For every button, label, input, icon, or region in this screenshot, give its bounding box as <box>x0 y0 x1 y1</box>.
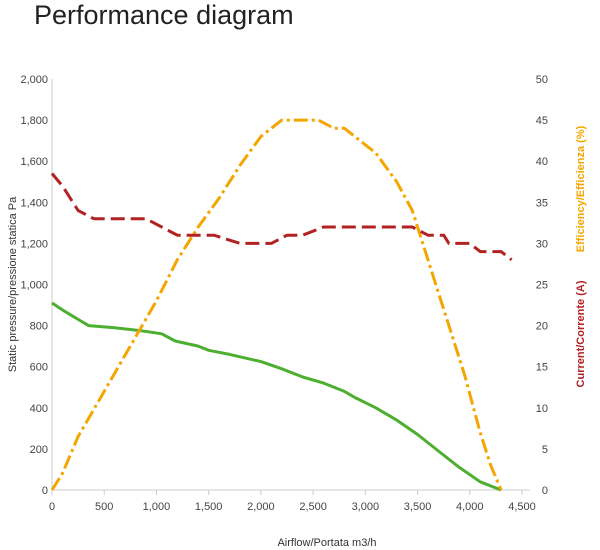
y-left-tick-label: 1,600 <box>20 156 48 168</box>
y-axis-right-current-title: Current/Corrente (A) <box>575 280 587 387</box>
y-left-tick-label: 1,000 <box>20 280 48 292</box>
y-left-tick-label: 1,400 <box>20 197 48 209</box>
y-left-tick-label: 400 <box>30 403 48 415</box>
y-left-tick-label: 0 <box>42 485 48 497</box>
y-right-tick-label: 0 <box>542 485 548 497</box>
y-right-tick-label: 30 <box>536 238 548 250</box>
y-right-tick-label: 50 <box>536 74 548 86</box>
y-left-tick-label: 2,000 <box>20 74 48 86</box>
x-tick-label: 3,000 <box>352 501 380 513</box>
y-left-tick-label: 200 <box>30 444 48 456</box>
y-axis-left-title: Static pressure/pressione statica Pa <box>7 196 19 372</box>
y-right-tick-label: 25 <box>536 280 548 292</box>
x-tick-label: 2,000 <box>247 501 275 513</box>
x-tick-label: 2,500 <box>299 501 327 513</box>
y-left-tick-label: 600 <box>30 362 48 374</box>
pressure-series-line <box>51 301 502 492</box>
x-tick-label: 1,000 <box>143 501 171 513</box>
x-tick-label: 1,500 <box>195 501 223 513</box>
y-right-tick-label: 40 <box>536 156 548 168</box>
x-tick-label: 0 <box>49 501 55 513</box>
page-title: Performance diagram <box>34 0 294 30</box>
x-axis-title: Airflow/Portata m3/h <box>277 537 376 549</box>
y-axis-right-efficiency-title: Efficiency/Efficienza (%) <box>575 125 587 252</box>
y-left-tick-label: 1,200 <box>20 238 48 250</box>
y-right-tick-label: 45 <box>536 115 548 127</box>
x-tick-label: 500 <box>95 501 113 513</box>
y-left-tick-label: 800 <box>30 321 48 333</box>
efficiency-series-line <box>50 118 503 491</box>
y-right-tick-label: 15 <box>536 362 548 374</box>
y-right-tick-label: 35 <box>536 197 548 209</box>
y-left-tick-label: 1,800 <box>20 115 48 127</box>
x-tick-label: 4,000 <box>456 501 484 513</box>
x-tick-label: 4,500 <box>508 501 536 513</box>
y-right-tick-label: 20 <box>536 321 548 333</box>
current-series-line <box>50 172 513 261</box>
x-tick-label: 3,500 <box>404 501 432 513</box>
y-right-tick-label: 10 <box>536 403 548 415</box>
y-right-tick-label: 5 <box>542 444 548 456</box>
